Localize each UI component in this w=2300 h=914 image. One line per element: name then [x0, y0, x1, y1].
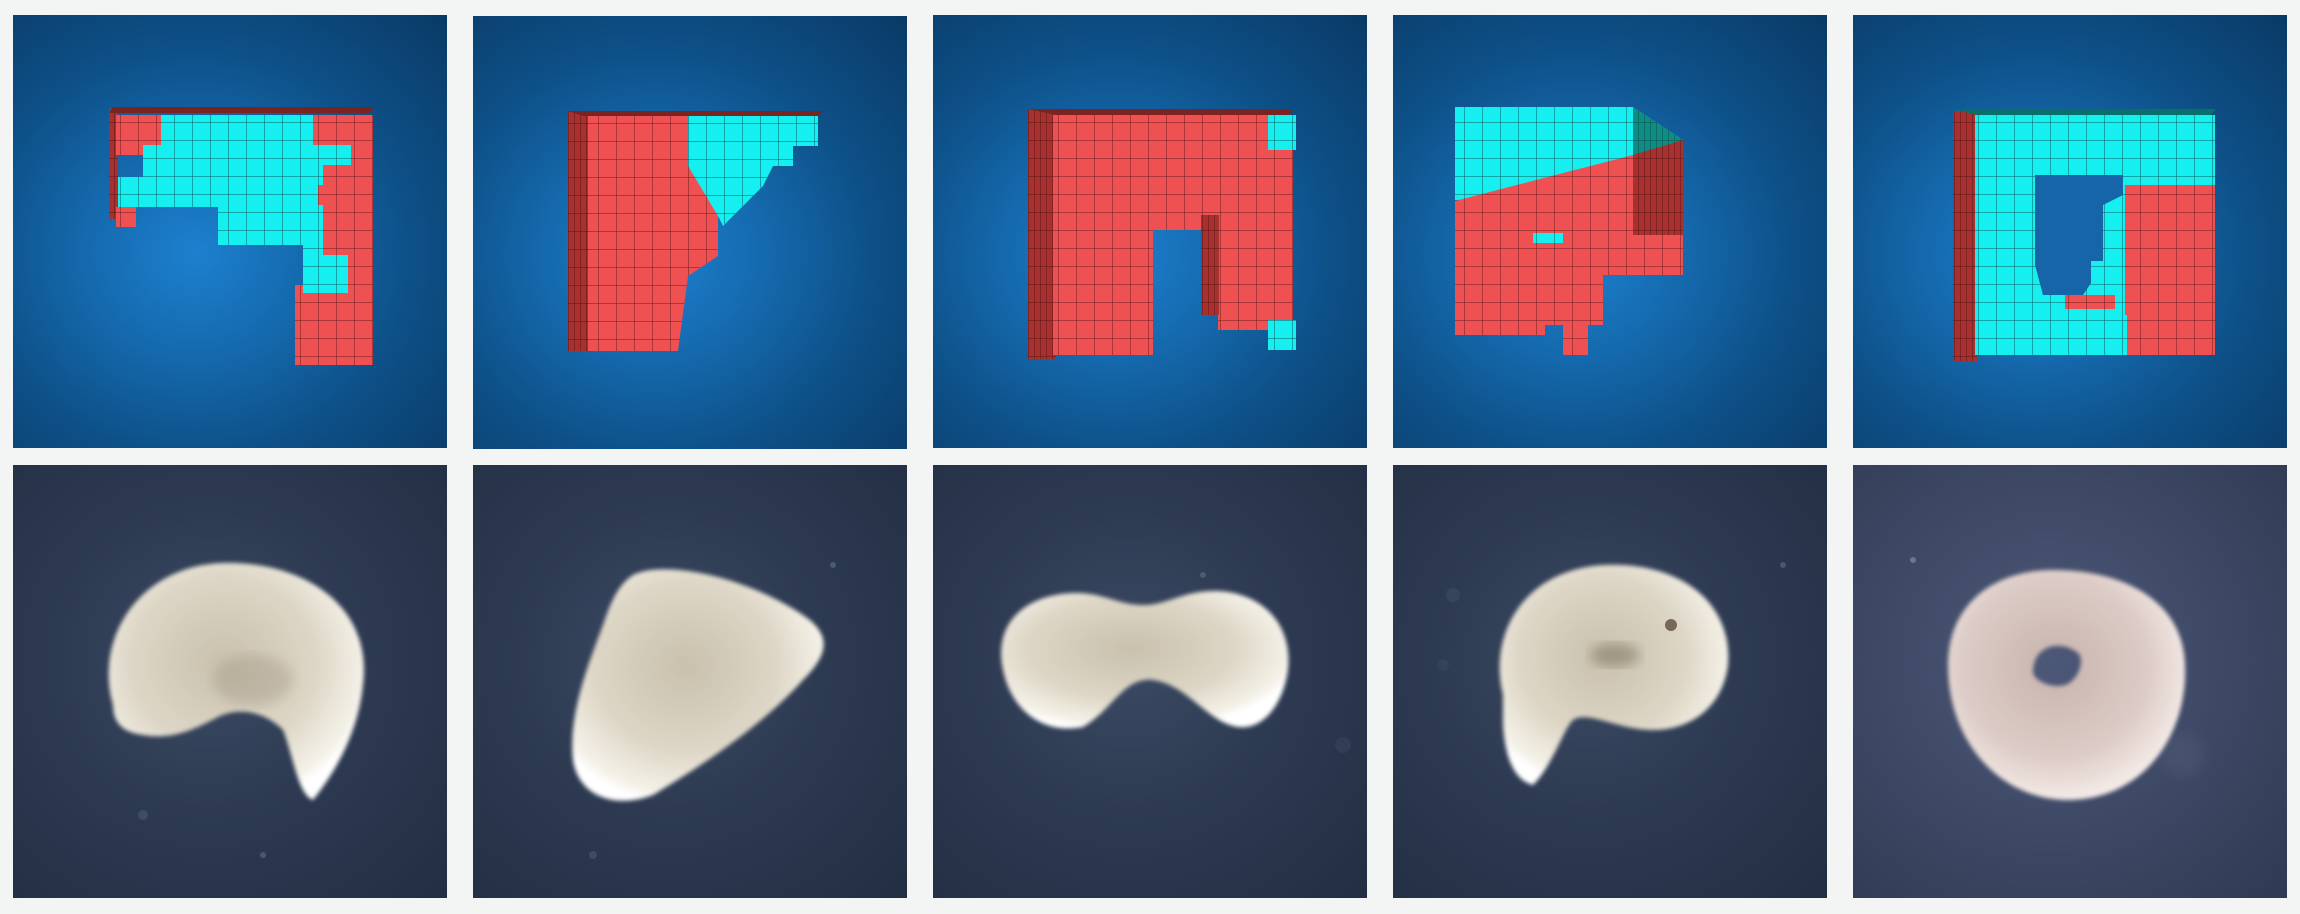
specimen-photo-1 — [13, 465, 447, 898]
voxel-shape-3 — [1028, 109, 1296, 359]
voxel-red-block — [2125, 185, 2215, 355]
voxel-cyan-block — [1533, 233, 1563, 243]
voxel-cyan-block — [1455, 107, 1683, 140]
voxel-cyan-block — [2077, 315, 2127, 355]
voxel-red-block — [2065, 295, 2115, 309]
voxel-top-face — [109, 107, 375, 113]
specimen-1 — [108, 562, 364, 858]
voxel-top-face — [1028, 109, 1293, 115]
voxel-render-4 — [1393, 15, 1827, 448]
voxel-red-block — [295, 285, 325, 365]
voxel-red-block — [116, 207, 136, 227]
specimen-photo-4 — [1393, 465, 1827, 898]
voxel-cyan-block — [118, 177, 318, 207]
voxel-shape-1 — [109, 107, 375, 365]
voxel-side-face — [1201, 215, 1219, 315]
voxel-render-5 — [1853, 15, 2287, 448]
voxel-cyan-block — [1268, 320, 1296, 350]
voxel-render-1 — [13, 15, 447, 448]
specimen-photo-5 — [1853, 465, 2287, 898]
voxel-cyan-block — [2091, 261, 2121, 291]
voxel-side-face — [1953, 111, 1977, 361]
voxel-render-2 — [473, 16, 907, 449]
voxel-top-face — [1953, 109, 2216, 115]
specimen-2 — [572, 562, 836, 859]
specimen-tissue — [1001, 590, 1289, 729]
voxel-red-block — [1218, 215, 1293, 330]
voxel-top-face — [568, 111, 823, 116]
voxel-red-block — [588, 116, 718, 351]
specimen-photo-3 — [933, 465, 1367, 898]
voxel-cyan-block — [703, 126, 733, 150]
voxel-render-3 — [933, 15, 1367, 448]
specimen-tissue — [1499, 564, 1729, 785]
voxel-red-block — [1053, 215, 1153, 355]
voxel-red-block — [1563, 315, 1588, 355]
specimen-5 — [1910, 557, 2205, 800]
specimen-3 — [1001, 572, 1351, 753]
voxel-red-block — [323, 165, 353, 255]
specimen-photo-2 — [473, 465, 907, 898]
voxel-side-face — [1028, 109, 1056, 359]
specimen-4 — [1437, 562, 1786, 785]
specimen-tissue — [1948, 570, 2186, 800]
voxel-cyan-block — [1268, 115, 1296, 150]
specimen-tissue — [572, 569, 824, 801]
voxel-red-block — [1053, 115, 1293, 230]
voxel-shape-4 — [1455, 107, 1683, 355]
voxel-shape-5 — [1953, 109, 2216, 361]
voxel-red-block — [1455, 215, 1545, 335]
voxel-shape-2 — [568, 111, 823, 351]
voxel-side-face — [109, 109, 118, 219]
